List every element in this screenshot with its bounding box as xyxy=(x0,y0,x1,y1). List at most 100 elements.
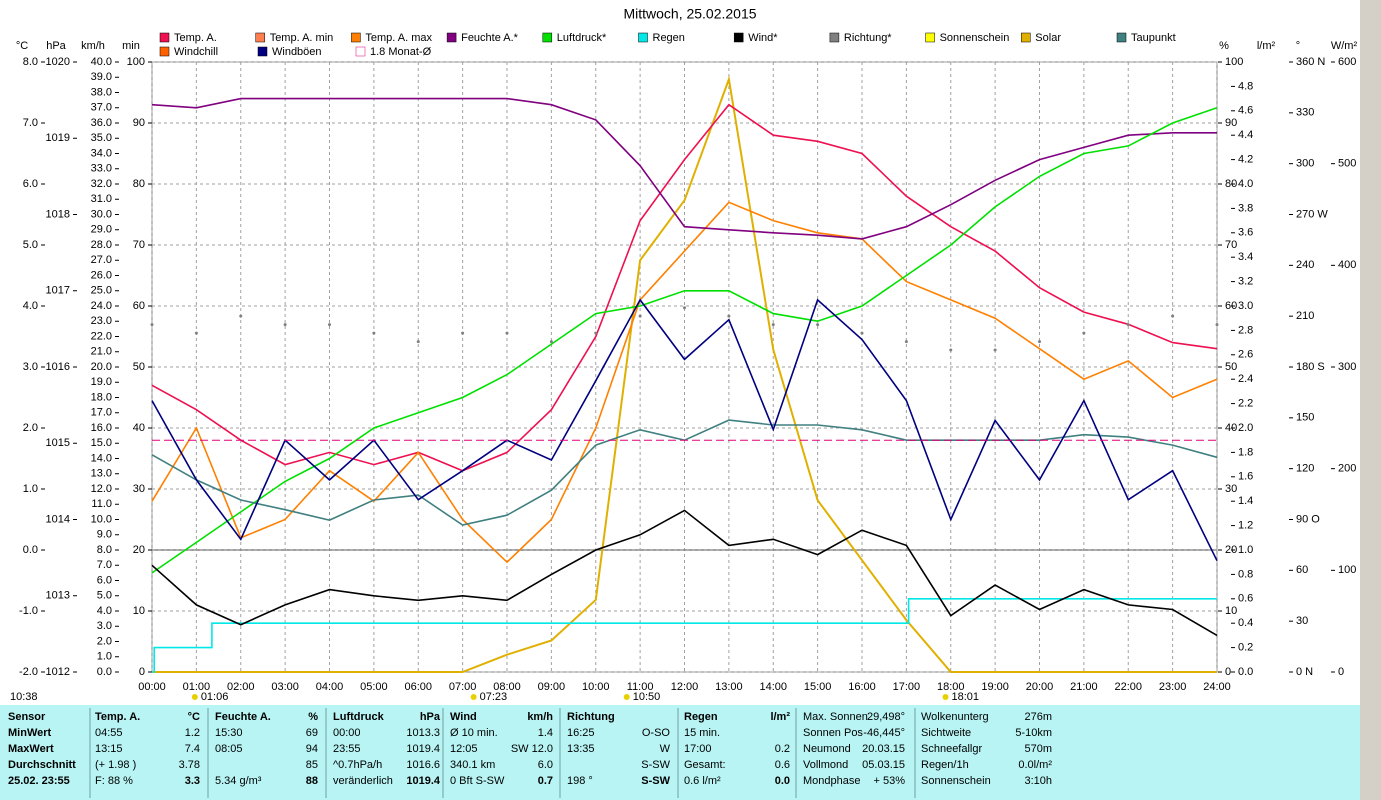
x-tick-label: 12:00 xyxy=(671,681,699,693)
y-tick-label: 600 xyxy=(1338,56,1356,68)
stats-value: 1019.4 xyxy=(406,743,440,755)
stats-value: 0.0l/m² xyxy=(1018,759,1052,771)
stats-value: 88 xyxy=(306,775,318,787)
stats-separators xyxy=(89,708,916,798)
y-tick-label: 0 xyxy=(1338,666,1344,678)
legend-label: Solar xyxy=(1035,32,1061,44)
y-tick-label: 200 xyxy=(1338,463,1356,475)
direction-dot xyxy=(283,323,287,327)
stats-value: 0.2 xyxy=(775,743,790,755)
legend-label: Wind* xyxy=(748,32,778,44)
legend-swatch xyxy=(1021,32,1031,43)
y-tick-label: 4.4 xyxy=(1238,129,1253,141)
stats-value: O-SO xyxy=(642,727,671,739)
y-tick-label: 2.0 xyxy=(1238,422,1253,434)
chart-layer: 00:00 01:00 02:00 03:00 04:00 05:00 06:00 07:00… xyxy=(10,32,1357,703)
y-tick-label: 10 xyxy=(1225,605,1237,617)
stats-header: Regen xyxy=(684,711,718,723)
legend-label: 1.8 Monat-Ø xyxy=(370,46,432,58)
y-tick-label: 0.6 xyxy=(1238,593,1253,605)
y-tick-label: 1018 xyxy=(46,208,70,220)
y-tick-label: 27.0 xyxy=(91,254,112,266)
y-tick-label: 7.0 xyxy=(23,117,38,129)
legend-swatch xyxy=(829,32,840,43)
stats-label: 16:25 xyxy=(567,727,595,739)
y-tick-label: 90 xyxy=(133,117,145,129)
y-tick-label: 3.0 xyxy=(97,620,112,632)
chart-title: Mittwoch, 25.02.2015 xyxy=(623,6,756,22)
legend-swatch xyxy=(542,32,553,43)
stats-label: Mondphase xyxy=(803,775,861,787)
sun-icon xyxy=(470,694,477,700)
y-tick-label: 240 xyxy=(1296,259,1314,271)
y-tick-label: 29.0 xyxy=(91,224,112,236)
stats-label: 23:55 xyxy=(333,743,361,755)
y-tick-label: 1012 xyxy=(46,666,70,678)
y-tick-label: 10.0 xyxy=(91,513,112,525)
stats-label: Sonnenschein xyxy=(921,775,991,787)
stats-label: 198 ° xyxy=(567,775,593,787)
window-edge xyxy=(1360,0,1381,800)
legend-swatch xyxy=(159,32,170,43)
y-tick-label: 500 xyxy=(1338,158,1356,170)
y-tick-label: 13.0 xyxy=(91,468,112,480)
y-tick-label: 2.4 xyxy=(1238,373,1253,385)
axis-title: l/m² xyxy=(1257,40,1276,52)
stats-label: Durchschnitt xyxy=(8,759,76,771)
legend-label: Temp. A. xyxy=(174,32,217,44)
y-tick-label: 1014 xyxy=(46,513,70,525)
direction-dot xyxy=(194,331,198,335)
y-tick-label: 150 xyxy=(1296,412,1314,424)
y-tick-label: 2.0 xyxy=(97,635,112,647)
y-tick-label: 3.4 xyxy=(1238,251,1253,263)
x-tick-label: 07:00 xyxy=(449,681,477,693)
stats-label: 04:55 xyxy=(95,727,123,739)
y-tick-label: 90 O xyxy=(1296,513,1320,525)
axis-title: % xyxy=(1219,40,1229,52)
y-tick-label: 12.0 xyxy=(91,483,112,495)
y-tick-label: 30 xyxy=(1225,483,1237,495)
stats-label: Ø 10 min. xyxy=(450,727,498,739)
axis-title: min xyxy=(122,40,140,52)
y-tick-label: 21.0 xyxy=(91,346,112,358)
y-tick-label: 2.2 xyxy=(1238,398,1253,410)
legend-label: Feuchte A.* xyxy=(461,32,519,44)
y-tick-label: 1015 xyxy=(46,437,70,449)
x-tick-label: 20:00 xyxy=(1026,681,1054,693)
y-tick-label: 35.0 xyxy=(91,132,112,144)
stats-label: Sonnen Pos xyxy=(803,727,863,739)
stats-label: 12:05 xyxy=(450,743,478,755)
x-tick-label: 02:00 xyxy=(227,681,255,693)
y-tick-label: 0.2 xyxy=(1238,642,1253,654)
y-tick-label: 1017 xyxy=(46,285,70,297)
series-line xyxy=(151,509,1218,637)
series-line xyxy=(151,201,1218,564)
legend-swatch xyxy=(1116,32,1127,43)
y-tick-label: 1020 xyxy=(46,56,70,68)
y-tick-label: 2.0 xyxy=(23,422,38,434)
stats-value: 0.0 xyxy=(775,775,790,787)
legend-swatch xyxy=(446,32,457,43)
stats-header: Wind xyxy=(450,711,477,723)
y-tick-label: 31.0 xyxy=(91,193,112,205)
x-tick-label: 24:00 xyxy=(1203,681,1231,693)
legend-label: Taupunkt xyxy=(1131,32,1176,44)
stats-unit: % xyxy=(308,711,318,723)
y-tick-label: 4.2 xyxy=(1238,154,1253,166)
x-tick-label: 11:00 xyxy=(627,681,654,693)
x-tick-label: 23:00 xyxy=(1159,681,1187,693)
y-tick-label: 0.0 xyxy=(97,666,112,678)
legend-swatch xyxy=(925,32,935,43)
y-tick-label: 20.0 xyxy=(91,361,112,373)
stats-value: -46,445° xyxy=(863,727,905,739)
stats-value: S-SW xyxy=(641,759,670,771)
y-tick-label: 3.6 xyxy=(1238,227,1253,239)
y-tick-label: 34.0 xyxy=(91,147,112,159)
direction-dot xyxy=(1171,314,1175,318)
day-length: 10:38 xyxy=(10,691,38,703)
y-tick-label: 330 xyxy=(1296,107,1314,119)
y-tick-label: 23.0 xyxy=(91,315,112,327)
y-tick-label: 9.0 xyxy=(97,529,112,541)
legend-label: Temp. A. min xyxy=(270,32,334,44)
